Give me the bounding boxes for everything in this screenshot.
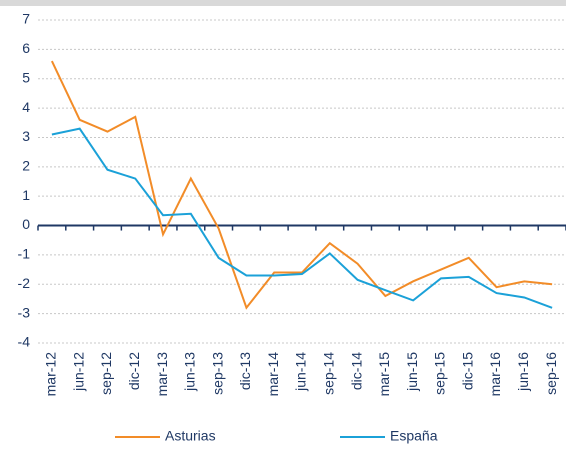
x-tick-label: jun-14: [293, 352, 309, 392]
x-tick-label: dic-12: [126, 352, 142, 390]
x-tick-label: jun-13: [182, 352, 198, 392]
y-tick-label: -2: [18, 275, 31, 291]
y-tick-label: 2: [22, 158, 30, 174]
x-tick-label: jun-12: [70, 352, 86, 392]
x-tick-label: sep-15: [432, 352, 448, 395]
x-tick-label: mar-13: [154, 352, 170, 397]
x-tick-label: dic-13: [237, 352, 253, 390]
legend-label: España: [390, 428, 438, 444]
x-tick-label: mar-12: [43, 352, 59, 397]
x-tick-label: mar-16: [487, 352, 503, 397]
legend-label: Asturias: [165, 428, 216, 444]
series-line: [50, 60, 553, 310]
y-tick-label: 1: [22, 187, 30, 203]
x-tick-label: jun-15: [404, 352, 420, 392]
top-bar: [0, 0, 566, 6]
y-tick-label: 3: [22, 128, 30, 144]
x-tick-label: dic-14: [348, 352, 364, 390]
y-tick-label: 0: [22, 216, 30, 232]
y-tick-label: 6: [22, 40, 30, 56]
y-tick-label: -4: [18, 334, 31, 350]
x-tick-label: sep-16: [543, 352, 559, 395]
y-tick-label: -1: [18, 246, 31, 262]
x-tick-label: sep-14: [320, 352, 336, 395]
y-tick-label: -3: [18, 304, 31, 320]
x-tick-label: jun-16: [515, 352, 531, 392]
x-tick-label: mar-14: [265, 352, 281, 397]
y-tick-label: 7: [22, 11, 30, 27]
x-tick-label: sep-12: [98, 352, 114, 395]
y-tick-label: 5: [22, 69, 30, 85]
series-line: [51, 127, 553, 309]
x-tick-label: dic-15: [459, 352, 475, 390]
x-tick-label: sep-13: [209, 352, 225, 395]
x-tick-label: mar-15: [376, 352, 392, 397]
y-tick-label: 4: [22, 99, 30, 115]
